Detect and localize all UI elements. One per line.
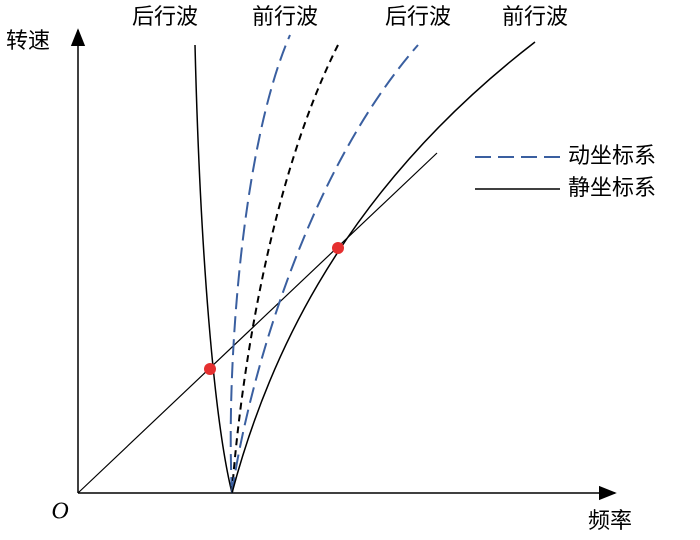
y-axis-label: 转速 (6, 29, 50, 54)
critical-curve (231, 44, 339, 494)
intersection-point (332, 242, 344, 254)
rotating-backward-curve (229, 34, 291, 494)
static-backward-curve (194, 44, 233, 494)
legend-label: 静坐标系 (568, 176, 656, 201)
excitation-line (77, 152, 438, 494)
static-forward-curve (231, 41, 536, 494)
curve-label: 前行波 (502, 5, 568, 30)
curve-label: 后行波 (132, 5, 198, 30)
intersection-point (204, 363, 216, 375)
rotating-forward-curve (231, 44, 419, 494)
x-axis-label: 频率 (588, 509, 632, 534)
legend-label: 动坐标系 (568, 144, 656, 169)
curve-label: 后行波 (385, 5, 451, 30)
origin-label: O (51, 499, 68, 525)
curve-label: 前行波 (252, 5, 318, 30)
